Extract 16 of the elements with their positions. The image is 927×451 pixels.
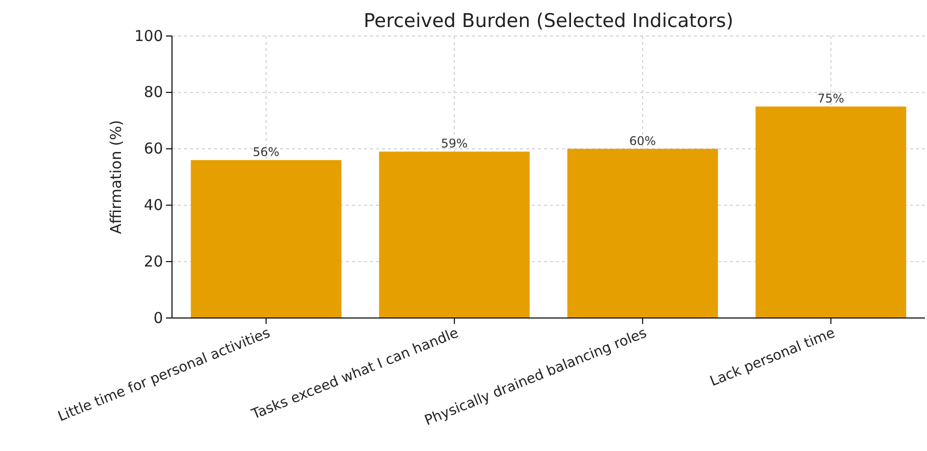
- bar: [379, 152, 530, 318]
- bar: [756, 106, 906, 318]
- data-label: 60%: [629, 134, 656, 148]
- y-tick-label: 20: [144, 252, 163, 270]
- data-label: 75%: [818, 92, 844, 106]
- y-tick-label: 40: [144, 196, 163, 214]
- y-axis-title: Affirmation (%): [107, 120, 125, 234]
- chart-title: Perceived Burden (Selected Indicators): [364, 10, 734, 32]
- y-tick-label: 100: [134, 26, 163, 45]
- y-tick-label: 0: [153, 308, 163, 327]
- y-tick-label: 80: [144, 83, 163, 102]
- bar: [190, 160, 342, 318]
- data-label: 56%: [252, 145, 280, 160]
- y-tick-label: 60: [144, 140, 163, 158]
- bar: [567, 148, 718, 318]
- data-label: 59%: [441, 136, 468, 151]
